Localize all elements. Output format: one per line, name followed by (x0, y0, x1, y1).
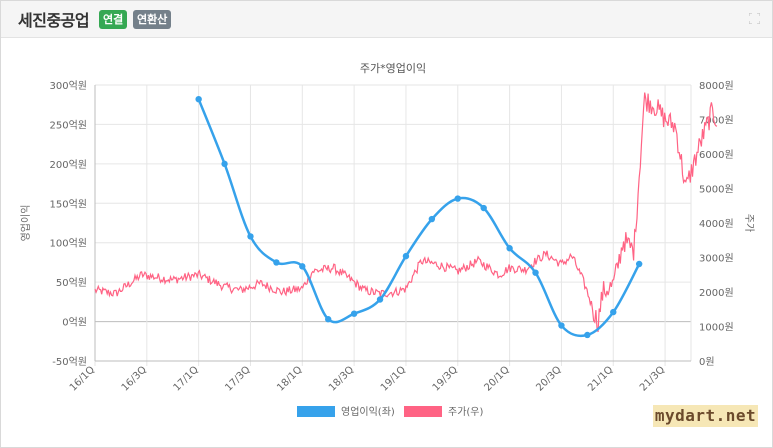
x-tick-label: 19/3Q (431, 364, 460, 393)
operating-profit-point (610, 308, 617, 316)
operating-profit-point (325, 316, 332, 323)
left-tick-label: -50억원 (52, 356, 87, 368)
x-tick-label: 21/3Q (638, 364, 667, 393)
x-tick-label: 20/1Q (483, 364, 512, 393)
x-tick-label: 17/1Q (172, 364, 201, 393)
left-axis-title: 영업이익 (19, 205, 32, 242)
right-tick-label: 5000원 (699, 184, 734, 196)
operating-profit-point (247, 233, 254, 240)
operating-profit-point (506, 245, 513, 252)
right-tick-label: 4000원 (699, 218, 734, 230)
right-tick-label: 3000원 (699, 253, 734, 265)
stock-profit-chart: -50억원 0억원 50억원 100억원 150억원 200억원 250억원 300억원 0원 1… (19, 62, 755, 418)
operating-profit-point (273, 259, 280, 266)
watermark-logo: mydart.net (653, 405, 758, 427)
x-tick-label: 17/3Q (223, 364, 252, 393)
left-tick-label: 150억원 (50, 198, 88, 210)
operating-profit-point (350, 310, 358, 317)
company-name: 세진중공업 (18, 11, 90, 30)
expand-icon[interactable] (749, 13, 760, 24)
x-tick-label: 18/1Q (275, 364, 304, 393)
left-tick-label: 0억원 (62, 317, 87, 329)
left-tick-label: 100억원 (50, 238, 88, 250)
x-tick-label: 16/3Q (120, 364, 149, 393)
operating-profit-line (197, 98, 641, 338)
x-tick-label: 16/1Q (68, 364, 97, 393)
consolidated-badge[interactable]: 연결 (99, 10, 128, 29)
operating-profit-point (428, 215, 436, 223)
x-tick-label: 20/3Q (534, 364, 563, 393)
chart-title: 주가*영업이익 (360, 62, 426, 75)
right-axis-title: 주가 (743, 214, 755, 232)
left-tick-label: 300억원 (50, 80, 88, 92)
operating-profit-point (402, 252, 410, 260)
panel-header: 세진중공업 연결 연환산 (1, 1, 772, 38)
right-tick-label: 6000원 (699, 149, 734, 161)
operating-profit-point (221, 160, 228, 168)
left-tick-label: 200억원 (50, 159, 88, 171)
operating-profit-point (480, 204, 487, 212)
operating-profit-point (195, 95, 202, 103)
left-tick-label: 250억원 (50, 119, 88, 131)
operating-profit-point (635, 260, 643, 268)
operating-profit-point (532, 269, 539, 276)
legend-swatch-profit (297, 406, 335, 417)
x-tick-label: 19/1Q (379, 364, 408, 393)
legend-label-price: 주가(우) (448, 406, 484, 418)
x-tick-label: 18/3Q (327, 364, 356, 393)
operating-profit-point (584, 331, 591, 339)
operating-profit-point (558, 322, 565, 329)
left-tick-label: 50억원 (56, 277, 87, 289)
operating-profit-point (299, 263, 306, 270)
operating-profit-point (376, 296, 384, 303)
right-tick-label: 2000원 (699, 287, 734, 299)
price-series-line (94, 92, 718, 333)
operating-profit-point (454, 195, 461, 202)
legend-label-profit: 영업이익(좌) (341, 405, 395, 418)
x-tick-label: 21/1Q (586, 364, 615, 393)
right-tick-label: 8000원 (699, 80, 734, 92)
right-tick-label: 1000원 (699, 322, 734, 334)
legend-swatch-price (404, 406, 442, 417)
annualized-badge[interactable]: 연환산 (133, 10, 172, 29)
right-tick-label: 0원 (699, 356, 715, 368)
